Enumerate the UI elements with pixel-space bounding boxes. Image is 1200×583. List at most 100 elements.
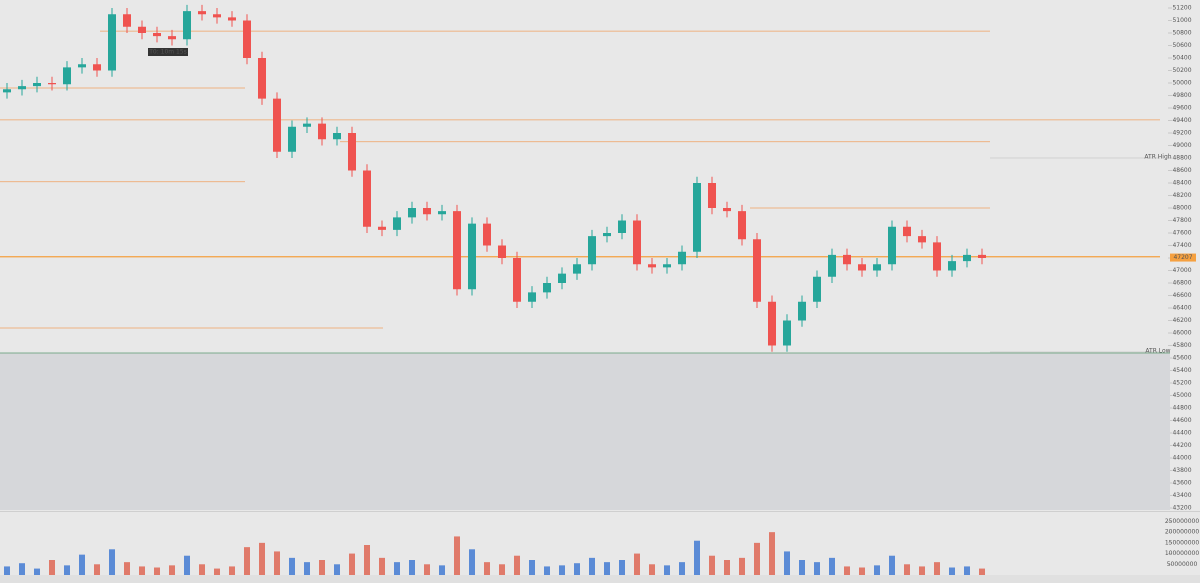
candle-body — [618, 220, 626, 233]
volume-bar — [709, 555, 715, 575]
y-tick-label: 49600 — [1172, 105, 1191, 112]
volume-bar — [679, 562, 685, 575]
y-tick-label: 44400 — [1172, 430, 1191, 437]
y-tick-label: 47400 — [1172, 242, 1191, 249]
candle-body — [693, 183, 701, 252]
candle-body — [468, 223, 476, 290]
candle-body — [48, 83, 56, 85]
volume-bar — [169, 565, 175, 575]
y-tick-label: 50800 — [1172, 30, 1191, 37]
candle-body — [858, 264, 866, 271]
volume-bar — [109, 549, 115, 575]
volume-bar — [349, 553, 355, 575]
last-price-box — [1170, 253, 1196, 262]
volume-bar — [949, 567, 955, 575]
candle-body — [513, 258, 521, 302]
y-tick-label: 50400 — [1172, 55, 1191, 62]
volume-bar — [19, 563, 25, 575]
y-tick-label: 49400 — [1172, 117, 1191, 124]
volume-bar — [454, 536, 460, 575]
y-tick-label: 46600 — [1172, 292, 1191, 299]
volume-bar — [739, 557, 745, 575]
volume-bar — [364, 545, 370, 575]
candle-body — [873, 264, 881, 271]
volume-bar — [184, 555, 190, 575]
y-tick-label: 51200 — [1172, 5, 1191, 12]
y-tick-label: 51000 — [1172, 17, 1191, 24]
candle-body — [63, 67, 71, 85]
candle-body — [963, 254, 971, 262]
volume-tick-label: 50000000 — [1167, 561, 1198, 568]
y-tick-label: 45200 — [1172, 380, 1191, 387]
volume-bar — [124, 562, 130, 575]
volume-bar — [379, 557, 385, 575]
volume-bar — [814, 562, 820, 575]
volume-bar — [484, 562, 490, 575]
candle-body — [243, 20, 251, 58]
volume-bar — [574, 563, 580, 575]
candle-body — [933, 242, 941, 271]
candle-body — [768, 301, 776, 346]
candle-body — [78, 64, 86, 68]
y-tick-label: 48000 — [1172, 205, 1191, 212]
candle-body — [3, 89, 11, 93]
candle-body — [108, 14, 116, 71]
candle-body — [183, 11, 191, 40]
time-axis — [0, 575, 1200, 583]
candle-body — [33, 83, 41, 87]
candle-body — [93, 64, 101, 71]
candle-body — [348, 133, 356, 171]
volume-bar — [214, 568, 220, 575]
candle-body — [663, 264, 671, 268]
volume-bar — [634, 553, 640, 575]
volume-bar — [514, 555, 520, 575]
last-price-label: 47207 — [1173, 254, 1192, 261]
candle-body — [813, 276, 821, 302]
volume-bar — [49, 560, 55, 575]
candle-body — [138, 26, 146, 33]
candle-body — [453, 211, 461, 290]
timer-box — [148, 48, 188, 56]
volume-bar — [34, 568, 40, 575]
candle-body — [528, 292, 536, 302]
volume-bar — [604, 562, 610, 575]
candle-body — [678, 251, 686, 265]
volume-bar — [724, 560, 730, 575]
y-tick-label: 48800 — [1172, 155, 1191, 162]
candle-body — [738, 211, 746, 240]
volume-bar — [919, 566, 925, 575]
shaded-zone — [0, 353, 1170, 510]
volume-bar — [154, 567, 160, 575]
y-tick-label: 47000 — [1172, 267, 1191, 274]
volume-tick-label: 200000000 — [1165, 529, 1200, 536]
volume-bar — [319, 560, 325, 575]
candle-body — [828, 254, 836, 277]
pane-divider — [0, 511, 1200, 512]
volume-bar — [199, 564, 205, 575]
y-tick-label: 44000 — [1172, 455, 1191, 462]
volume-bar — [244, 547, 250, 575]
volume-bar — [964, 566, 970, 575]
y-tick-label: 48600 — [1172, 167, 1191, 174]
candle-body — [888, 226, 896, 265]
y-tick-label: 44600 — [1172, 417, 1191, 424]
candle-body — [18, 86, 26, 90]
volume-bar — [754, 542, 760, 575]
y-tick-label: 50200 — [1172, 67, 1191, 74]
volume-bar — [139, 566, 145, 575]
candle-body — [228, 17, 236, 21]
candle-body — [303, 123, 311, 127]
volume-bar — [394, 562, 400, 575]
candle-body — [123, 14, 131, 27]
timer-label: T0: 10m 15s — [148, 49, 187, 56]
candle-body — [978, 254, 986, 258]
volume-bar — [544, 566, 550, 575]
candle-body — [918, 236, 926, 243]
candle-body — [753, 239, 761, 302]
candle-body — [378, 226, 386, 230]
y-tick-label: 43400 — [1172, 492, 1191, 499]
y-tick-label: 50600 — [1172, 42, 1191, 49]
candle-body — [573, 264, 581, 274]
volume-bar — [499, 564, 505, 575]
